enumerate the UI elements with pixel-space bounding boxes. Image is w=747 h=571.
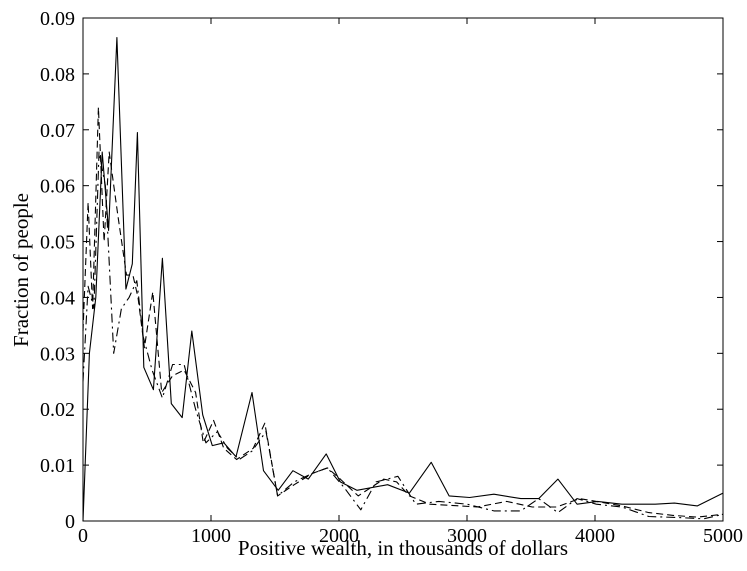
- series-line-dashdot: [82, 151, 724, 520]
- x-tick-label: 2000: [319, 525, 359, 547]
- y-tick-label: 0.08: [40, 64, 75, 86]
- y-tick-label: 0.01: [40, 455, 75, 477]
- y-tick-label: 0.09: [40, 8, 75, 30]
- y-tick-label: 0.04: [40, 287, 75, 309]
- ticks-layer: 0 1000 2000 3000 4000 5000 0 0.01 0.02 0.03 0.04 0.…: [40, 8, 743, 547]
- x-tick-label: 3000: [447, 525, 487, 547]
- y-axis-label: Fraction of people: [9, 193, 33, 347]
- y-tick-label: 0.03: [40, 343, 75, 365]
- series-line-dashed: [82, 106, 724, 518]
- x-tick-label: 4000: [575, 525, 615, 547]
- x-tick-label: 0: [78, 525, 88, 547]
- y-tick-label: 0.05: [40, 232, 75, 254]
- y-tick-label: 0.07: [40, 120, 75, 142]
- x-tick-label: 5000: [703, 525, 743, 547]
- y-tick-label: 0.02: [40, 399, 75, 421]
- series-line-solid: [82, 37, 724, 522]
- x-axis-label: Positive wealth, in thousands of dollars: [238, 536, 568, 560]
- y-tick-label: 0.06: [40, 176, 75, 198]
- x-tick-label: 1000: [191, 525, 231, 547]
- series-layer: [82, 37, 724, 522]
- y-tick-label: 0: [65, 511, 75, 533]
- plot-frame: [82, 17, 724, 522]
